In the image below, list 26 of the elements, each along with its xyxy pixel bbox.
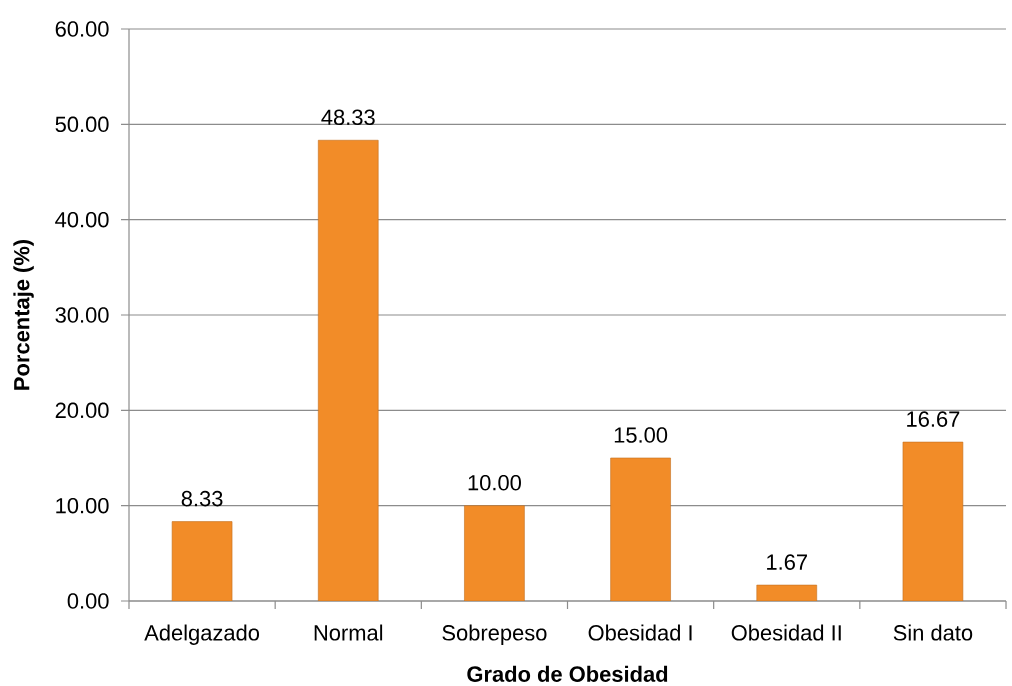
y-tick-label: 60.00 [55,21,109,37]
x-tick-label: Normal [314,624,383,641]
y-tick-label: 40.00 [55,211,109,228]
x-tick-label: Adelgazado [144,624,260,645]
x-tick-label: Obesidad I [588,624,692,641]
y-axis-title: Porcentaje (%) [13,240,34,390]
bar [317,139,379,601]
y-tick-label: 30.00 [55,307,109,323]
data-label: 16.67 [907,411,960,427]
y-tick-label: 10.00 [56,497,109,514]
data-label: 48.33 [321,109,375,126]
bar [464,505,525,601]
bar [610,457,671,601]
x-tick-label: Obesidad II [731,624,841,641]
data-label: 1.67 [767,554,807,570]
data-label: 8.33 [181,490,223,507]
y-tick-label: 50.00 [55,116,109,133]
x-axis-title: Grado de Obesidad [467,665,668,682]
x-tick-label: Sin dato [893,624,973,641]
x-tick-label: Sobrepeso [442,624,547,645]
data-label: 15.00 [614,427,668,443]
y-tick-label: 20.00 [55,402,109,419]
y-tick-label: 0.00 [67,593,109,609]
data-label: 10.00 [468,474,521,491]
bar [171,521,233,601]
bar [902,441,964,601]
